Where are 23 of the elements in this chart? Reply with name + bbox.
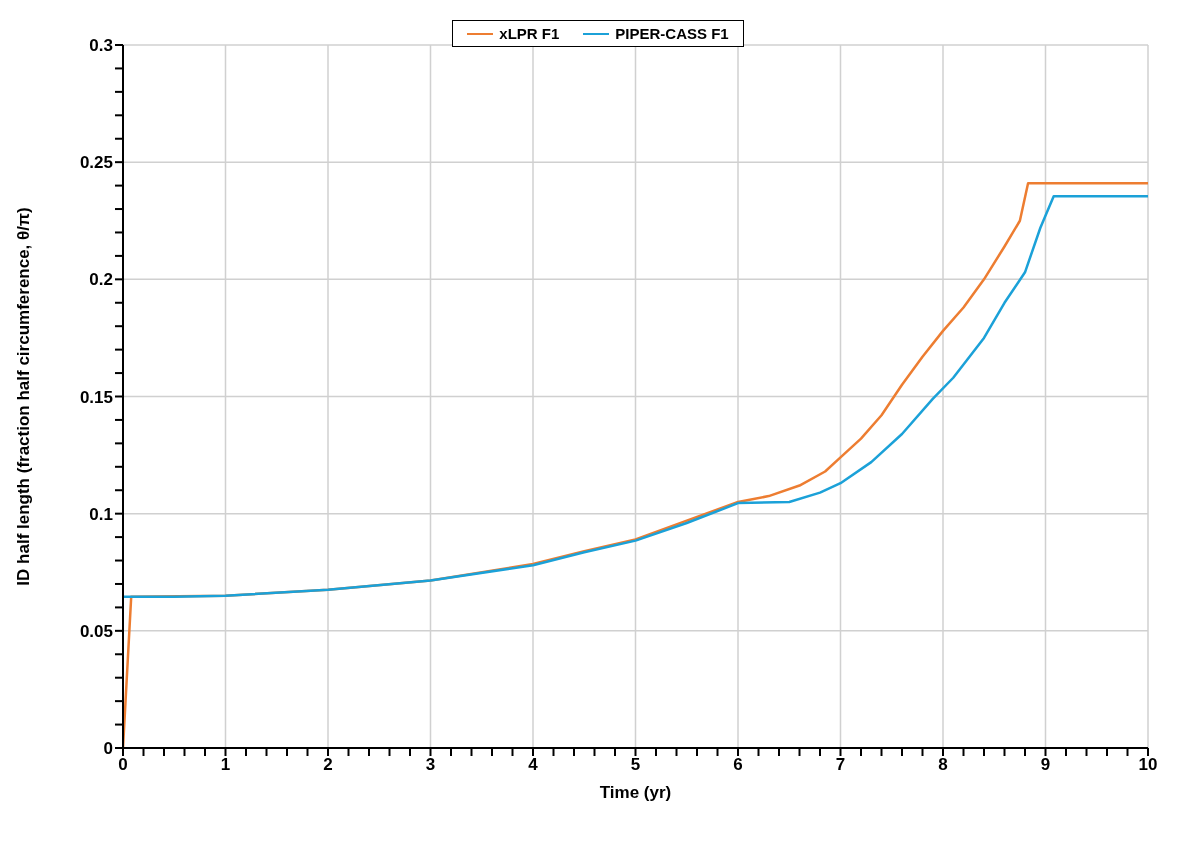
- legend-label: PIPER-CASS F1: [614, 25, 729, 42]
- x-axis-title: Time (yr): [599, 783, 672, 802]
- line-series: [123, 194, 1148, 599]
- x-tick-label: 0: [118, 755, 128, 775]
- legend-label: xLPR F1: [498, 25, 560, 42]
- x-tick-label: 3: [425, 755, 436, 775]
- y-tick-label: 0.25: [79, 153, 113, 173]
- y-tick-label: 0.1: [89, 504, 113, 524]
- x-tick-label: 6: [733, 755, 743, 775]
- y-tick-label: 0: [103, 739, 113, 759]
- y-tick-label: 0.3: [89, 36, 113, 56]
- x-tick-label: 8: [938, 755, 948, 775]
- y-tick-label: 0.05: [79, 621, 113, 641]
- x-tick-label: 2: [323, 755, 333, 775]
- y-tick-label: 0.15: [79, 387, 113, 407]
- y-axis-title: ID half length (fraction half circumference, θ/π): [14, 207, 34, 586]
- x-tick-label: 1: [220, 755, 231, 775]
- x-tick-label: 5: [630, 755, 641, 775]
- x-tick-label: 9: [1040, 755, 1051, 775]
- x-tick-label: 4: [528, 755, 539, 775]
- y-tick-label: 0.2: [89, 270, 113, 290]
- x-tick-label: 10: [1138, 755, 1158, 775]
- x-tick-label: 7: [835, 755, 846, 775]
